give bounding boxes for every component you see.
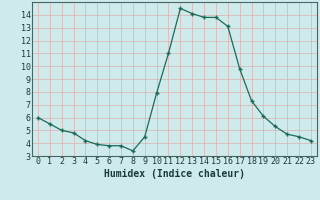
- X-axis label: Humidex (Indice chaleur): Humidex (Indice chaleur): [104, 169, 245, 179]
